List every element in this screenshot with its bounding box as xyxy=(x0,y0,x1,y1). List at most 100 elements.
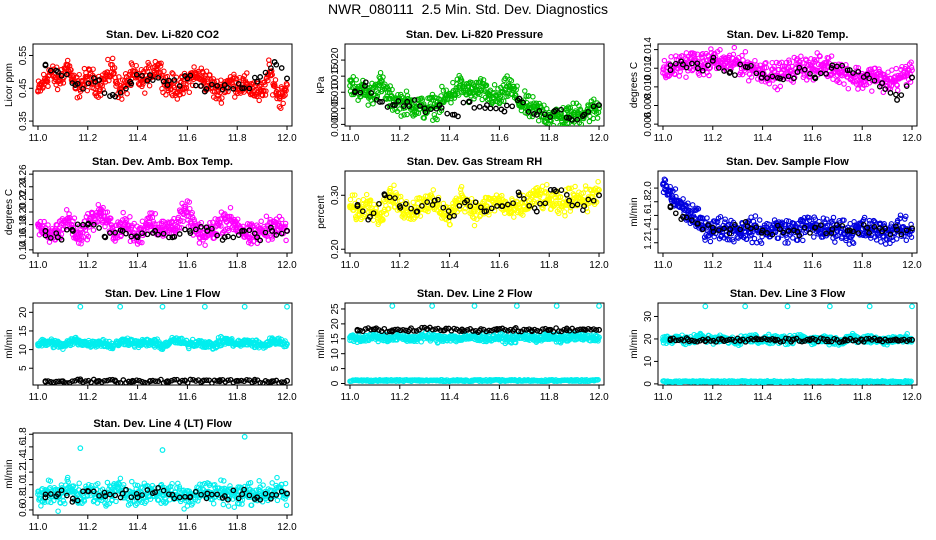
reference-point xyxy=(357,89,364,96)
series-point xyxy=(586,118,593,125)
reference-point xyxy=(542,200,549,207)
x-tick-label: 11.0 xyxy=(341,260,360,271)
data-point xyxy=(680,205,686,212)
reference-data-point xyxy=(498,203,505,210)
series-point xyxy=(263,213,270,220)
reference-point xyxy=(456,202,463,209)
reference-point xyxy=(171,376,178,383)
series-point xyxy=(262,82,268,88)
reference-point xyxy=(123,379,129,385)
series-point xyxy=(867,220,873,227)
y-tick-label: 1.4 xyxy=(643,222,654,236)
reference-point xyxy=(887,90,894,96)
series-point xyxy=(283,87,289,94)
reference-point xyxy=(209,81,215,88)
series-point xyxy=(567,105,574,111)
series-point xyxy=(377,69,384,76)
series-point xyxy=(152,211,159,217)
reference-data-point xyxy=(254,234,261,241)
series-point xyxy=(350,74,357,80)
y-tick-label: 0.22 xyxy=(18,189,29,209)
y-axis-label: ml/min xyxy=(4,329,15,358)
reference-data-point xyxy=(216,378,223,385)
series-point xyxy=(817,53,823,60)
reference-point xyxy=(585,108,592,115)
series-point xyxy=(231,71,237,78)
reference-point xyxy=(133,233,140,240)
x-tick-label: 11.0 xyxy=(341,392,360,403)
series-point xyxy=(373,205,380,212)
series-point xyxy=(510,87,517,93)
y-axis-label: kPa xyxy=(316,76,327,94)
series-point xyxy=(391,182,397,189)
data-point xyxy=(214,88,221,95)
series-point xyxy=(748,74,755,80)
series-point xyxy=(108,215,114,222)
series-point xyxy=(146,62,152,68)
series-point xyxy=(893,236,900,242)
series-point xyxy=(146,82,153,89)
series-point xyxy=(438,107,445,114)
series-point xyxy=(557,194,564,200)
y-tick-label: 0.020 xyxy=(330,47,341,72)
series-point xyxy=(60,346,66,352)
x-tick-label: 11.0 xyxy=(654,260,673,271)
series-point xyxy=(471,222,478,229)
series-point xyxy=(562,213,568,219)
y-axis-label: Licor ppm xyxy=(4,63,15,107)
reference-point xyxy=(50,379,57,385)
series-point xyxy=(560,123,567,126)
series-point xyxy=(665,61,671,68)
series-point xyxy=(256,97,262,104)
panel-title: Stan. Dev. Amb. Box Temp. xyxy=(92,156,233,168)
series-point xyxy=(893,65,899,72)
x-tick-label: 11.8 xyxy=(228,133,247,144)
series-point xyxy=(523,93,529,99)
reference-point xyxy=(190,376,196,383)
data-point xyxy=(59,342,66,349)
reference-data-point xyxy=(694,65,701,72)
series-point xyxy=(218,100,225,106)
data-point xyxy=(834,224,841,231)
series-point xyxy=(897,212,904,218)
series-point xyxy=(349,192,356,198)
series-point xyxy=(591,96,597,102)
x-tick-label: 11.2 xyxy=(390,260,409,271)
series-point xyxy=(90,66,96,72)
data-point xyxy=(97,82,104,88)
series-point xyxy=(457,206,463,212)
reference-point xyxy=(144,231,151,238)
data-point xyxy=(35,88,41,95)
reference-data-point xyxy=(54,68,61,75)
series-point xyxy=(540,205,546,212)
series-point xyxy=(580,190,586,196)
reference-data-point xyxy=(129,377,136,384)
points xyxy=(660,44,916,103)
reference-point xyxy=(753,224,760,231)
series-point xyxy=(354,339,360,346)
series-point xyxy=(775,235,782,241)
data-point xyxy=(471,208,478,215)
reference-point xyxy=(563,192,570,198)
reference-point xyxy=(139,72,145,79)
series-point xyxy=(203,68,210,74)
reference-point xyxy=(117,89,124,96)
series-point xyxy=(873,237,880,243)
series-point xyxy=(236,74,243,81)
data-point xyxy=(347,203,353,209)
reference-point xyxy=(850,228,856,235)
data-point xyxy=(809,65,816,72)
reference-point xyxy=(235,80,242,87)
series-point xyxy=(142,90,148,96)
x-tick-label: 12.0 xyxy=(902,133,922,144)
reference-point xyxy=(525,108,532,115)
series-point xyxy=(468,195,475,202)
series-point xyxy=(233,76,240,82)
panel-title: Stan. Dev. Line 2 Flow xyxy=(417,288,533,300)
points xyxy=(35,55,291,111)
series-point xyxy=(541,102,547,108)
series-point xyxy=(593,199,600,205)
reference-point xyxy=(563,114,570,121)
series-point xyxy=(353,77,359,83)
